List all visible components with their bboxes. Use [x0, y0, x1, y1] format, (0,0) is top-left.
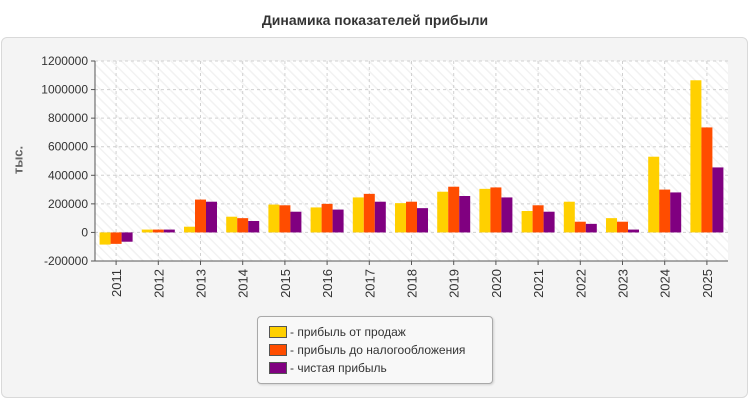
bar-sales-profit: [184, 226, 195, 233]
x-tick-label: 2017: [362, 269, 377, 298]
bar-sales-profit: [226, 216, 238, 233]
bar-pretax-profit: [532, 205, 544, 233]
bar-sales-profit: [606, 218, 617, 233]
bar-pretax-profit: [237, 218, 249, 233]
x-tick-label: 2020: [489, 269, 504, 298]
legend-item-net-profit: - чистая прибыль: [269, 360, 387, 376]
bar-net-profit: [163, 229, 175, 233]
x-tick-label: 2023: [616, 269, 631, 298]
bar-net-profit: [417, 208, 428, 233]
legend-swatch-net-profit: [269, 362, 287, 374]
y-tick-label: 400000: [48, 168, 88, 182]
x-tick-label: 2018: [405, 269, 420, 298]
legend-label-net-profit: - чистая прибыль: [290, 361, 387, 375]
bar-pretax-profit: [321, 203, 333, 233]
bar-pretax-profit: [406, 201, 417, 233]
bar-net-profit: [121, 232, 133, 242]
bar-net-profit: [290, 211, 302, 233]
bar-pretax-profit: [490, 187, 502, 233]
y-tick-label: 200000: [48, 197, 88, 211]
x-tick-label: 2015: [278, 269, 293, 298]
bar-pretax-profit: [279, 205, 291, 233]
bar-sales-profit: [690, 80, 702, 233]
legend-swatch-sales-profit: [269, 326, 287, 338]
bar-pretax-profit: [110, 232, 122, 244]
bar-net-profit: [332, 209, 344, 233]
bar-net-profit: [628, 229, 639, 233]
y-tick-label: 1000000: [41, 83, 88, 97]
x-tick-label: 2025: [700, 269, 715, 298]
bar-sales-profit: [352, 197, 364, 233]
bar-net-profit: [459, 196, 471, 233]
legend: - прибыль от продаж - прибыль до налогоо…: [257, 316, 493, 384]
bar-sales-profit: [521, 211, 533, 233]
bar-pretax-profit: [363, 193, 375, 233]
bar-sales-profit: [141, 229, 153, 233]
x-tick-label: 2016: [320, 269, 335, 298]
bar-net-profit: [248, 221, 260, 233]
x-tick-label: 2022: [573, 269, 588, 298]
y-tick-label: -200000: [44, 254, 88, 268]
bar-net-profit: [585, 223, 597, 233]
y-tick-label: 0: [81, 225, 88, 239]
bar-pretax-profit: [574, 221, 586, 233]
bar-sales-profit: [648, 156, 660, 233]
bar-sales-profit: [563, 201, 575, 233]
x-tick-label: 2012: [151, 269, 166, 298]
bar-pretax-profit: [448, 186, 460, 233]
legend-item-pretax-profit: - прибыль до налогообложения: [269, 342, 465, 358]
x-tick-label: 2024: [658, 269, 673, 298]
bar-sales-profit: [310, 207, 322, 233]
legend-item-sales-profit: - прибыль от продаж: [269, 324, 406, 340]
bar-sales-profit: [268, 204, 280, 233]
bar-net-profit: [206, 201, 217, 233]
y-axis-label-text: тыс.: [10, 145, 26, 175]
y-axis-label: тыс.: [8, 146, 28, 174]
bar-net-profit: [501, 197, 513, 233]
bar-sales-profit: [99, 232, 111, 245]
x-tick-label: 2011: [109, 269, 124, 297]
x-tick-label: 2014: [236, 269, 251, 298]
bar-pretax-profit: [659, 189, 671, 233]
legend-label-sales-profit: - прибыль от продаж: [290, 325, 406, 339]
legend-label-pretax-profit: - прибыль до налогообложения: [290, 343, 466, 357]
bar-net-profit: [374, 201, 386, 233]
bar-pretax-profit: [701, 127, 713, 233]
y-tick-label: 600000: [48, 140, 88, 154]
bar-net-profit: [543, 211, 555, 233]
chart-title: Динамика показателей прибыли: [261, 12, 489, 28]
y-tick-label: 1200000: [41, 54, 88, 68]
bar-sales-profit: [395, 203, 406, 233]
y-tick-label: 800000: [48, 111, 88, 125]
bar-pretax-profit: [617, 221, 628, 233]
bar-sales-profit: [437, 191, 449, 233]
bar-pretax-profit: [195, 199, 206, 233]
bar-net-profit: [670, 192, 682, 233]
x-tick-label: 2013: [194, 269, 209, 298]
bar-sales-profit: [479, 188, 491, 233]
x-tick-label: 2021: [531, 269, 546, 298]
bar-pretax-profit: [152, 229, 164, 233]
x-tick-label: 2019: [447, 269, 462, 298]
bar-net-profit: [712, 167, 724, 233]
legend-swatch-pretax-profit: [269, 344, 287, 356]
